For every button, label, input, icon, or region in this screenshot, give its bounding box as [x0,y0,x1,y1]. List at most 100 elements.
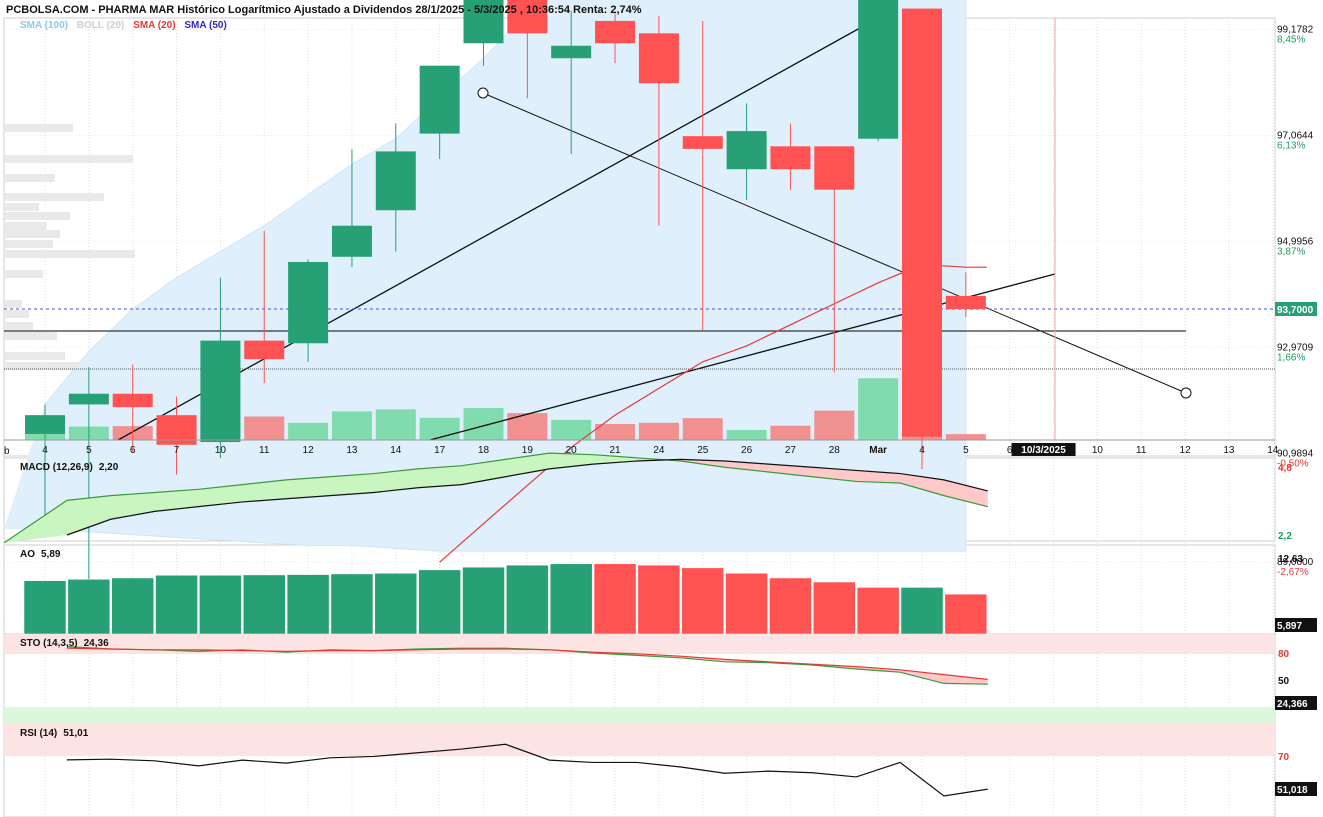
ao-bar [199,575,242,635]
rsi-label: RSI (14) 51,01 [20,728,88,739]
book-bar [5,332,57,340]
sto-value-badge [1275,696,1317,710]
ao-value: 5,89 [41,549,61,560]
ao-bar [330,573,374,635]
volume-bar [551,419,592,440]
x-axis-label: 19 [522,445,534,456]
candle-body [331,225,372,257]
pct-tick-label: 6,13% [1277,140,1305,151]
ao-title: AO [20,549,35,560]
book-bar [5,270,43,278]
ao-bar [23,580,67,635]
x-axis-label: 24 [653,445,665,456]
book-bar [5,352,65,360]
candle-body [595,20,636,44]
volume-bar [507,413,548,440]
candle-body [68,393,109,405]
candle-body [858,0,899,139]
x-axis-label: 10 [215,445,227,456]
x-axis-label: 6 [130,445,136,456]
macd-line [3,452,988,544]
candle-body [726,131,767,170]
legend-sma20[interactable]: SMA (20) [133,20,176,31]
x-axis-label: 12 [303,445,315,456]
x-axis-label: 4 [919,445,925,456]
macd-signal-line [66,458,988,536]
pct-tick-label: 3,87% [1277,246,1305,257]
volume-bar [682,418,723,440]
last-price-label: 93,7000 [1277,305,1314,316]
macd-axis-label: 4,8 [1278,463,1292,474]
ao-bar [593,563,637,635]
volume-bar [419,417,460,440]
x-axis-label: 13 [346,445,358,456]
rsi-axis-label: 51,018 [1277,785,1308,796]
x-axis-label: 28 [829,445,841,456]
x-axis-label: 17 [434,445,446,456]
ao-bar [813,581,856,635]
candle-body [244,340,285,360]
x-axis-label: 26 [741,445,753,456]
ao-axis-label: 5,897 [1277,621,1302,632]
candle-body [814,146,855,190]
x-axis-label: 14 [390,445,402,456]
ao-bar [67,579,111,635]
sto-label: STO (14,3,5) 24,36 [20,638,109,649]
x-axis-label: 6 [1007,445,1013,456]
x-axis-label: 18 [478,445,490,456]
ao-bar [549,563,593,635]
sto-value: 24,36 [83,638,109,649]
sto-d-line [66,647,988,680]
rsi-overbought-zone [4,724,1275,756]
candle-body [463,0,504,44]
sto-axis-label: 50 [1278,676,1290,687]
x-axis-label: 4 [42,445,48,456]
candle-body [945,295,986,309]
legend: SMA (100) BOLL (20) SMA (20) SMA (50) [20,20,233,31]
macd-value: 2,20 [98,462,119,473]
candle-body [551,45,592,59]
ao-bar [637,564,681,635]
sto-axis-label: 80 [1278,649,1290,660]
last-price-badge [1275,302,1317,316]
legend-boll[interactable]: BOLL (20) [76,20,125,31]
pct-tick-label: 8,45% [1277,34,1305,45]
rsi-value-badge [1275,782,1317,796]
legend-sma100[interactable]: SMA (100) [20,20,68,31]
volume-bar [945,434,986,440]
volume-bar [814,410,855,440]
book-bar [5,203,39,211]
price-tick-label: 89,0000 [1277,557,1314,568]
trendline-handle [477,87,489,99]
book-bar [5,250,135,258]
x-axis-label: 5 [86,445,92,456]
book-bar [5,310,29,318]
candle-body [419,65,460,134]
rsi-value: 51,01 [63,728,89,739]
macd-positive-fill [4,453,637,543]
x-axis-label: 13 [1223,445,1235,456]
ao-bar [111,577,154,635]
candle-body [638,33,679,84]
volume-bar [288,422,329,440]
ao-bar [155,575,198,635]
book-bar [5,240,53,248]
legend-sma50[interactable]: SMA (50) [184,20,227,31]
volume-bar [331,411,372,440]
pct-tick-label: 1,66% [1277,352,1305,363]
price-tick-label: 97,0644 [1277,130,1314,141]
ao-label: AO 5,89 [20,549,60,560]
volume-bar [595,424,636,440]
ao-bar [725,573,768,635]
x-axis-label: 20 [566,445,578,456]
sto-oversold-zone [4,707,1275,724]
ao-value-badge [1275,618,1317,632]
trendline-handle [1180,387,1192,399]
book-bar [5,230,60,238]
x-axis-label: 7 [174,445,180,456]
ao-bar [900,587,944,635]
x-axis-label: 11 [1136,445,1147,456]
book-bar [5,193,104,201]
x-axis-label: 11 [259,445,270,456]
